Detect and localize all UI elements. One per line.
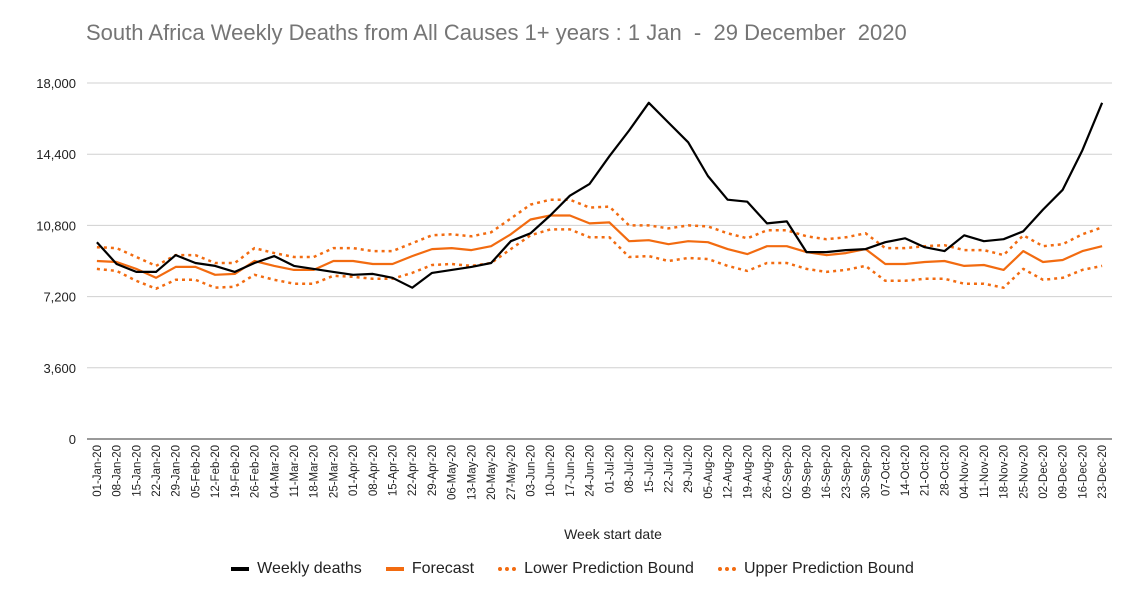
x-tick-label: 15-Apr-20	[388, 445, 400, 496]
x-tick-label: 29-Apr-20	[427, 445, 439, 496]
legend-label: Weekly deaths	[257, 560, 362, 577]
x-tick-label: 12-Aug-20	[723, 445, 735, 499]
legend-swatch	[385, 567, 404, 571]
x-tick-label: 25-Nov-20	[1018, 445, 1030, 499]
x-tick-label: 26-Aug-20	[762, 445, 774, 499]
x-tick-label: 27-May-20	[506, 445, 518, 500]
x-tick-label: 08-Jan-20	[112, 445, 124, 497]
legend-swatch	[717, 567, 736, 571]
x-tick-label: 04-Nov-20	[959, 445, 971, 499]
x-tick-label: 12-Feb-20	[210, 445, 222, 498]
x-tick-label: 11-Nov-20	[979, 445, 991, 498]
legend-item: Forecast	[385, 560, 475, 578]
x-tick-label: 15-Jul-20	[644, 445, 656, 493]
x-tick-label: 17-Jun-20	[565, 445, 577, 497]
y-tick-label: 3,600	[43, 361, 76, 376]
x-tick-label: 05-Aug-20	[703, 445, 715, 499]
x-tick-label: 09-Dec-20	[1058, 445, 1070, 499]
x-tick-label: 15-Jan-20	[131, 445, 143, 497]
legend-label: Lower Prediction Bound	[524, 560, 694, 577]
x-tick-label: 21-Oct-20	[920, 445, 932, 496]
x-tick-label: 07-Oct-20	[880, 445, 892, 496]
x-tick-label: 10-Jun-20	[545, 445, 557, 497]
y-tick-label: 10,800	[36, 218, 76, 233]
legend-label: Forecast	[411, 560, 475, 577]
x-tick-label: 06-May-20	[447, 445, 459, 500]
legend-swatch	[498, 567, 517, 571]
series-line-weekly-deaths	[96, 101, 1104, 289]
x-tick-label: 19-Aug-20	[742, 445, 754, 499]
x-tick-label: 14-Oct-20	[900, 445, 912, 496]
x-tick-label: 18-Nov-20	[999, 445, 1011, 499]
legend-item: Weekly deaths	[231, 560, 362, 578]
x-tick-label: 16-Dec-20	[1077, 445, 1089, 499]
y-tick-label: 14,400	[36, 147, 76, 162]
series-line-lower-prediction-bound	[96, 228, 1103, 290]
series-line-upper-prediction-bound	[96, 198, 1103, 268]
x-tick-label: 08-Apr-20	[368, 445, 380, 496]
x-tick-label: 11-Mar-20	[289, 445, 301, 497]
legend-item: Upper Prediction Bound	[717, 560, 914, 578]
chart-title: South Africa Weekly Deaths from All Caus…	[86, 20, 907, 45]
x-tick-label: 22-Jan-20	[151, 445, 163, 497]
x-tick-label: 25-Mar-20	[328, 445, 340, 498]
x-tick-label: 18-Mar-20	[309, 445, 321, 498]
x-tick-label: 23-Dec-20	[1097, 445, 1109, 499]
x-tick-label: 19-Feb-20	[230, 445, 242, 498]
x-tick-label: 20-May-20	[486, 445, 498, 500]
series-line-forecast	[96, 214, 1103, 279]
x-tick-label: 01-Apr-20	[348, 445, 360, 496]
y-tick-label: 0	[69, 432, 76, 447]
x-tick-label: 04-Mar-20	[269, 445, 281, 498]
x-tick-label: 22-Apr-20	[407, 445, 419, 496]
x-tick-label: 05-Feb-20	[190, 445, 202, 498]
x-tick-label: 16-Sep-20	[821, 445, 833, 499]
x-tick-label: 26-Feb-20	[250, 445, 262, 498]
legend-item: Lower Prediction Bound	[498, 560, 694, 578]
x-tick-label: 29-Jul-20	[683, 445, 695, 493]
x-tick-label: 29-Jan-20	[171, 445, 183, 497]
x-tick-label: 09-Sep-20	[801, 445, 813, 499]
x-tick-label: 01-Jul-20	[604, 445, 616, 493]
x-tick-label: 24-Jun-20	[585, 445, 597, 497]
x-tick-label: 02-Sep-20	[782, 445, 794, 499]
x-tick-label: 13-May-20	[466, 445, 478, 500]
x-tick-label: 30-Sep-20	[861, 445, 873, 499]
x-tick-label: 28-Oct-20	[939, 445, 951, 496]
x-tick-label: 08-Jul-20	[624, 445, 636, 493]
y-tick-label: 7,200	[43, 290, 76, 305]
x-axis-title: Week start date	[564, 526, 662, 542]
x-tick-label: 01-Jan-20	[92, 445, 104, 497]
y-tick-label: 18,000	[36, 76, 76, 91]
legend-swatch	[231, 567, 250, 571]
x-tick-label: 03-Jun-20	[526, 445, 538, 497]
x-tick-label: 23-Sep-20	[841, 445, 853, 499]
x-tick-label: 02-Dec-20	[1038, 445, 1050, 499]
legend-label: Upper Prediction Bound	[743, 560, 914, 577]
legend: Weekly deaths Forecast Lower Prediction Bo…	[0, 560, 1145, 578]
x-tick-label: 22-Jul-20	[663, 445, 675, 493]
